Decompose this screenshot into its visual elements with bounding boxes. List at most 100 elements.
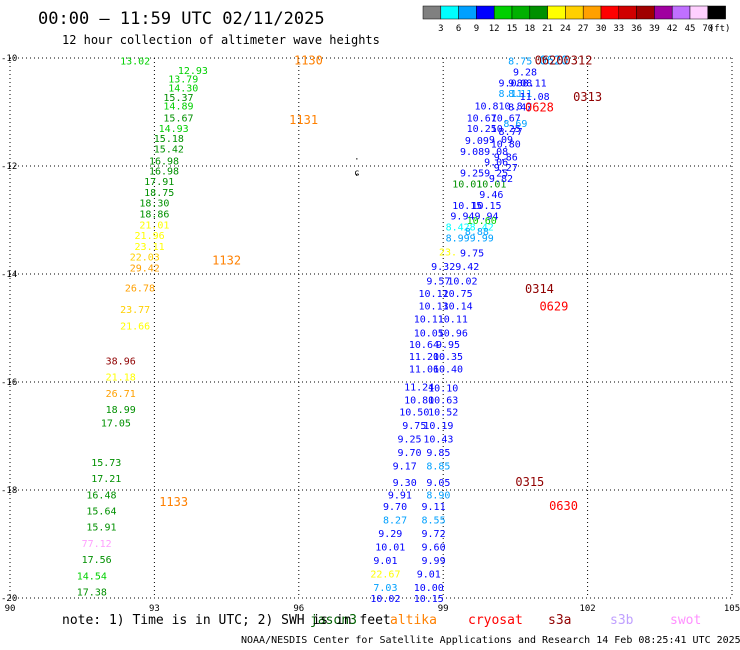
data-point-label: 11.08 xyxy=(520,92,550,103)
data-point-label: 13.02 xyxy=(120,57,150,68)
data-point-label: 9.08 xyxy=(499,78,523,89)
data-point-label: 13.79 xyxy=(168,75,198,86)
data-point-label: 9.05 xyxy=(426,478,450,489)
data-point-label: 9.11 xyxy=(422,502,446,513)
data-point-label: 15.67 xyxy=(163,113,193,124)
x-tick-label: 102 xyxy=(579,604,595,614)
data-point-label: 1133 xyxy=(159,495,188,509)
data-point-label: 8.85 xyxy=(426,462,450,473)
data-point-label: 1131 xyxy=(289,113,318,127)
data-point-label: 22.67 xyxy=(370,570,400,581)
data-point-label: 10.15 xyxy=(414,594,444,605)
data-point-label: 17.56 xyxy=(82,555,112,566)
data-point-label: 10.60 xyxy=(467,216,497,227)
data-point-label: 10.00 xyxy=(414,583,444,594)
data-point-label: 10.80 xyxy=(404,395,434,406)
data-point-label: 9.85 xyxy=(426,448,450,459)
colorbar-swatch xyxy=(529,5,548,20)
colorbar-label: 21 xyxy=(542,24,553,34)
data-point-label: 8.88 xyxy=(465,227,489,238)
data-point-label: 8.47 xyxy=(508,103,532,114)
data-point-label: 9.06 xyxy=(484,158,508,169)
data-point-label: 10.96 xyxy=(438,328,468,339)
data-point-label: 0629 xyxy=(539,299,568,313)
colorbar-label: 12 xyxy=(489,24,500,34)
data-point-label: 10.67 xyxy=(491,113,521,124)
data-point-label: 10.67 xyxy=(467,113,497,124)
y-tick-label: -20 xyxy=(1,594,17,604)
colorbar-swatch xyxy=(493,5,513,20)
data-point-label: 10.15 xyxy=(452,201,482,212)
data-point-label: 9.27 xyxy=(494,163,518,174)
colorbar-swatch xyxy=(565,5,584,20)
footer-credit: NOAA/NESDIS Center for Satellite Applica… xyxy=(241,635,740,646)
data-point-label: 15.37 xyxy=(163,93,193,104)
colorbar-swatch xyxy=(458,5,477,20)
data-point-label: 8.11 xyxy=(508,89,532,100)
colorbar-swatch xyxy=(511,5,531,20)
chart-title: 00:00 – 11:59 UTC 02/11/2025 xyxy=(38,9,325,29)
data-point-label: 11.24 xyxy=(404,382,434,393)
colorbar-swatch xyxy=(582,5,602,20)
data-point-label: 23. xyxy=(439,247,457,258)
data-point-label: 9.09 xyxy=(489,135,513,146)
data-point-label: 21.01 xyxy=(139,220,169,231)
data-point-label: 23.11 xyxy=(135,242,165,253)
colorbar-swatch xyxy=(707,5,726,20)
data-point-label: 9.29 xyxy=(378,529,402,540)
data-point-label: 14.30 xyxy=(168,84,198,95)
plot-grid xyxy=(9,57,733,599)
data-point-label: 8.11 xyxy=(523,78,547,89)
data-point-label: 06200312 xyxy=(535,54,593,68)
colorbar-label: 33 xyxy=(613,24,624,34)
data-point-label: 9.70 xyxy=(383,502,407,513)
data-point-label: 9.32 xyxy=(431,262,455,273)
data-point-label: 10.10 xyxy=(428,383,458,394)
data-point-label: 15.91 xyxy=(86,523,116,534)
data-point-label: 10.40 xyxy=(433,365,463,376)
colorbar-swatch xyxy=(422,5,442,20)
data-point-label: 10.13 xyxy=(419,301,449,312)
data-point-label: 11.20 xyxy=(409,352,439,363)
data-point-label: 9.08 xyxy=(460,147,484,158)
data-point-label: 8.27 xyxy=(383,516,407,527)
data-point-label: 9.09 xyxy=(465,136,489,147)
data-point-label: 8.90 xyxy=(426,490,450,501)
data-point-label: 1130 xyxy=(294,54,323,68)
data-point-label: 10.75 xyxy=(443,289,473,300)
data-point-label: 8.75 xyxy=(508,57,532,68)
data-point-label: 9.91 xyxy=(388,490,412,501)
y-tick-label: -14 xyxy=(1,270,17,280)
data-point-label: 10.25 xyxy=(491,124,521,135)
data-point-label: 14.89 xyxy=(163,102,193,113)
data-point-label: 9.28 xyxy=(513,68,537,79)
colorbar-swatch xyxy=(600,5,620,20)
data-point-label: 10.11 xyxy=(414,314,444,325)
data-point-label: 9.25 xyxy=(484,168,508,179)
data-point-label: 9.01 xyxy=(373,556,397,567)
colorbar-swatch xyxy=(547,5,566,20)
data-point-label: 9.99 xyxy=(422,556,446,567)
data-point-label: 9.25 xyxy=(397,435,421,446)
colorbar-label: 70 xyxy=(702,24,713,34)
colorbar-swatch xyxy=(689,5,709,20)
data-point-label: 10.8 xyxy=(474,102,498,113)
colorbar-swatch xyxy=(671,5,691,20)
data-point-label: 15.64 xyxy=(86,507,116,518)
data-point-label: 9.08 xyxy=(484,147,508,158)
chart-subtitle: 12 hour collection of altimeter wave hei… xyxy=(62,33,380,47)
data-point-label: 18.75 xyxy=(144,188,174,199)
colorbar-swatch xyxy=(654,5,673,20)
data-point-label: 9.75 xyxy=(402,421,426,432)
data-point-label: 10.01 xyxy=(452,179,482,190)
data-point-label: 10.8 xyxy=(499,102,523,113)
colorbar-label: 45 xyxy=(685,24,696,34)
data-point-label: 15.73 xyxy=(91,458,121,469)
note-text: note: 1) Time is in UTC; 2) SWH is in fe… xyxy=(62,613,391,628)
colorbar-swatch xyxy=(618,5,637,20)
data-point-label: 8.99 xyxy=(446,233,470,244)
x-tick-label: 93 xyxy=(149,604,160,614)
data-point-label: 9.46 xyxy=(479,190,503,201)
data-point-label: 8.11 xyxy=(499,89,523,100)
